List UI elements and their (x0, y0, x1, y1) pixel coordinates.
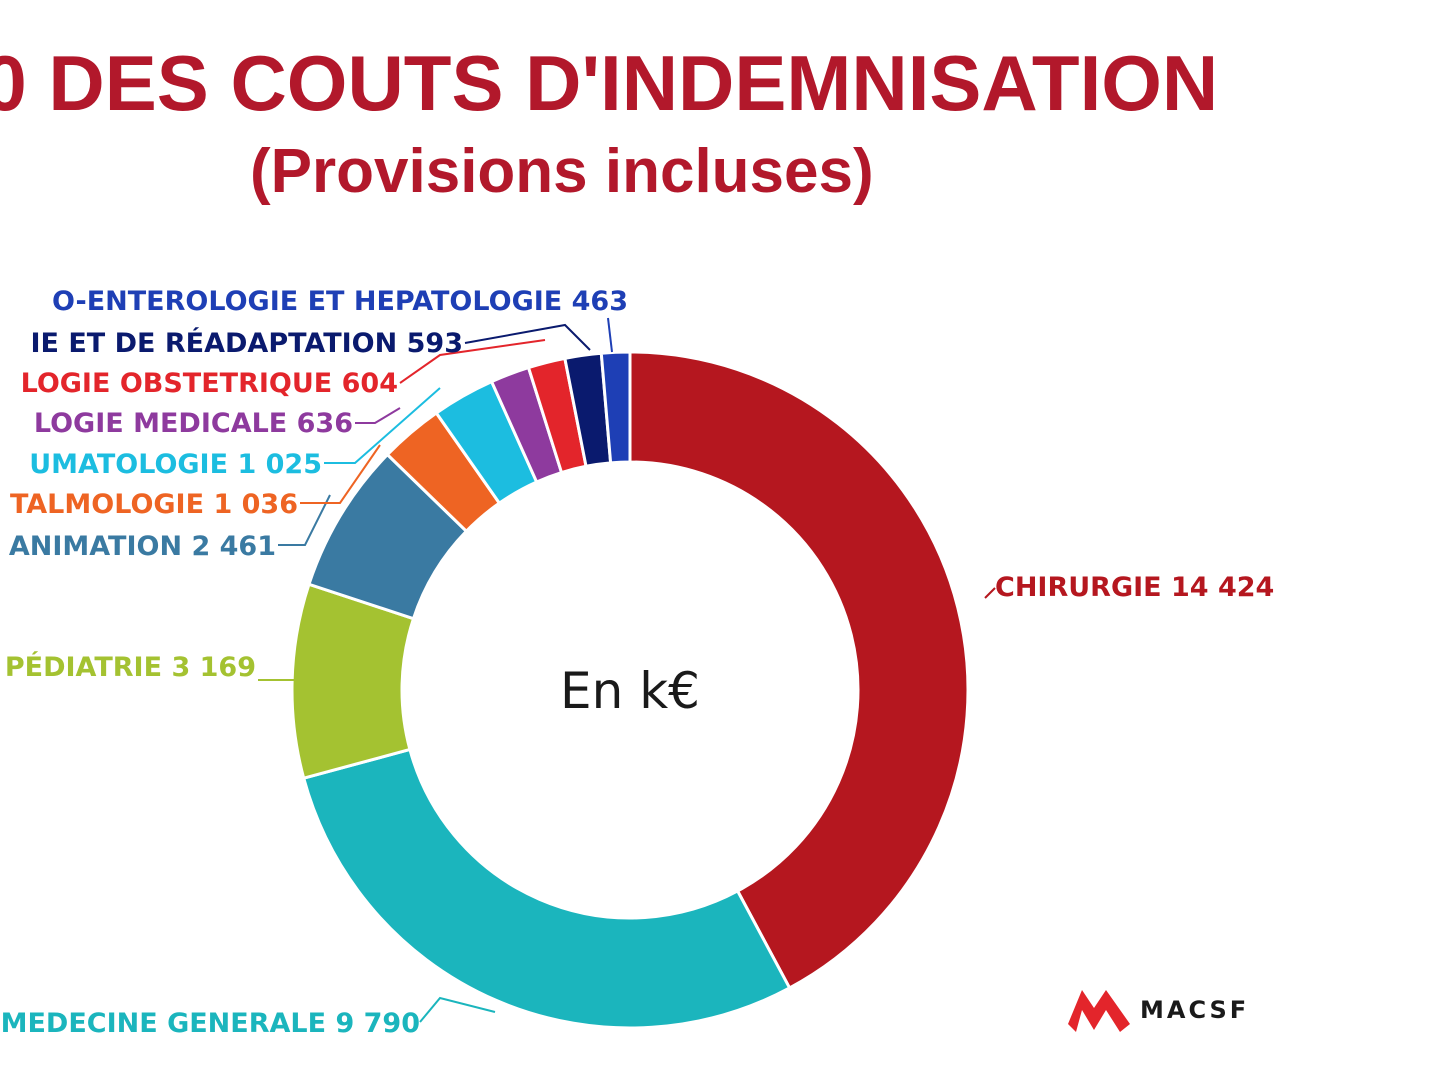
slice-label: LOGIE MEDICALE 636 (34, 408, 353, 439)
donut-slices (290, 350, 970, 1030)
slice-label: MEDECINE GENERALE 9 790 (1, 1008, 420, 1039)
center-label: En k€ (560, 662, 700, 720)
slice-label: CHIRURGIE 14 424 (995, 572, 1274, 603)
slice-label: TALMOLOGIE 1 036 (10, 489, 298, 520)
slice-label: IE ET DE RÉADAPTATION 593 (30, 327, 463, 359)
macsf-logo-icon (1068, 990, 1130, 1032)
slice-label: O-ENTEROLOGIE ET HEPATOLOGIE 463 (52, 286, 628, 317)
chart-title: 10 DES COUTS D'INDEMNISATION (0, 39, 1219, 127)
slice-label: LOGIE OBSTETRIQUE 604 (21, 368, 398, 399)
donut-slice (301, 747, 792, 1030)
brand-logo: MACSF (1068, 986, 1249, 1034)
slice-label: ANIMATION 2 461 (9, 531, 276, 562)
leader-line (464, 323, 591, 351)
label-leader-lines (258, 317, 996, 1023)
slice-label: PÉDIATRIE 3 169 (5, 651, 256, 683)
leader-line (278, 494, 331, 546)
leader-line (300, 444, 381, 504)
slice-labels: CHIRURGIE 14 424 MEDECINE GENERALE 9 790 P… (1, 286, 1275, 1039)
leader-line (984, 587, 996, 599)
leader-line (355, 407, 401, 424)
slice-label: UMATOLOGIE 1 025 (29, 449, 322, 480)
donut-slice (599, 350, 632, 465)
chart-subtitle: (Provisions incluses) (250, 137, 874, 206)
leader-line (399, 339, 546, 384)
brand-name: MACSF (1140, 996, 1250, 1024)
leader-line (419, 996, 496, 1023)
leader-line (324, 387, 441, 464)
donut-slice (628, 350, 970, 990)
leader-line (607, 317, 613, 353)
